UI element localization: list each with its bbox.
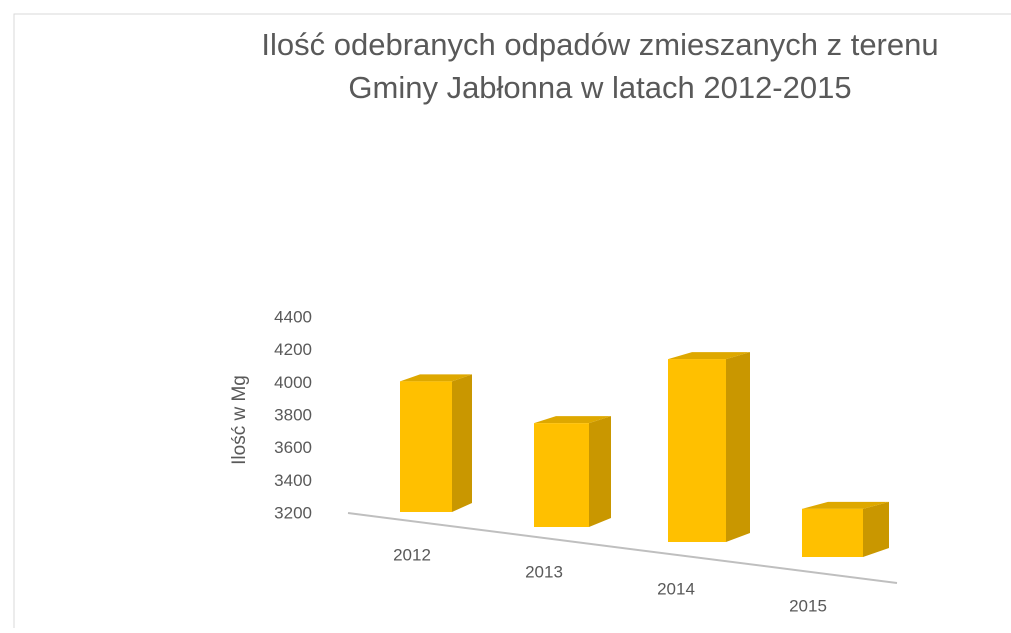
bar	[534, 423, 589, 527]
chart-subtitle: Gminy Jabłonna w latach 2012-2015	[348, 70, 851, 105]
x-tick-label: 2013	[525, 562, 563, 581]
y-tick-label: 4200	[274, 340, 312, 359]
bar-side	[863, 501, 889, 557]
y-tick-label: 3600	[274, 438, 312, 457]
bar	[802, 508, 863, 557]
bar-top	[400, 374, 472, 382]
bar-side	[726, 352, 750, 542]
y-tick-label: 3400	[274, 471, 312, 490]
y-tick-label: 4000	[274, 373, 312, 392]
bar	[668, 359, 726, 542]
chart-border	[13, 13, 1011, 633]
x-tick-label: 2015	[789, 596, 827, 615]
bar-top	[668, 352, 750, 360]
y-tick-label: 3800	[274, 405, 312, 424]
bar-top	[534, 416, 611, 424]
bar-side	[589, 416, 611, 527]
floor-line	[347, 512, 898, 584]
bar	[400, 381, 452, 512]
chart-title: Ilość odebranych odpadów zmieszanych z t…	[261, 27, 938, 62]
y-tick-label: 3200	[274, 503, 312, 522]
bar-top	[802, 501, 889, 509]
x-tick-label: 2012	[393, 545, 431, 564]
y-tick-label: 4400	[274, 307, 312, 326]
x-tick-label: 2014	[657, 579, 695, 598]
y-axis-title: Ilość w Mg	[229, 375, 250, 465]
bar-side	[452, 374, 472, 512]
